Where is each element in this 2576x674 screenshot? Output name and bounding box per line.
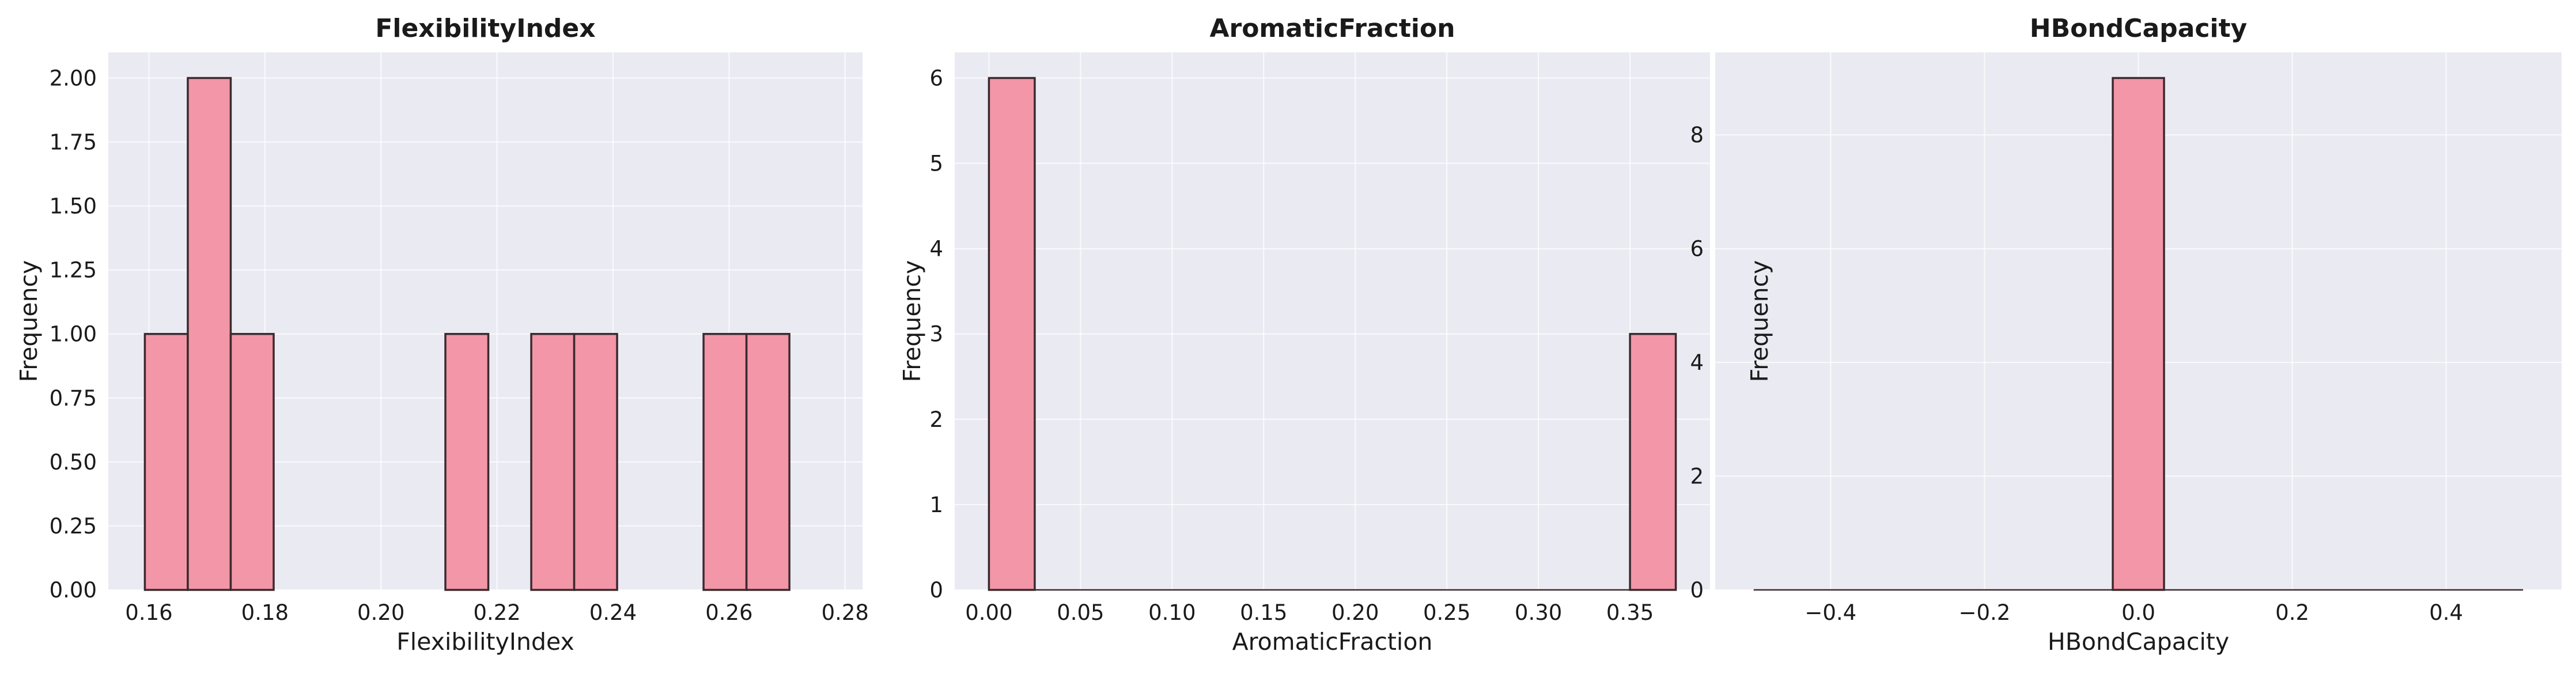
x-tick-label: 0.16	[125, 600, 172, 625]
y-tick-label: 1.50	[50, 194, 97, 219]
x-tick-label: 0.2	[2275, 600, 2309, 625]
x-tick-label: 0.20	[1331, 600, 1379, 625]
panel-hbond-capacity: −0.4 −0.2 0.0 0.2 0.4 0 2 4 6 8 HBondCapacity HBo…	[1690, 14, 2562, 656]
y-tick-label: 1.75	[50, 130, 97, 155]
y-tick-label: 0	[1690, 578, 1704, 603]
panel-flexibility-index: 0.16 0.18 0.20 0.22 0.24 0.26 0.28 0.00 0.25 0.50…	[15, 14, 869, 656]
y-tick-label: 1.25	[50, 258, 97, 283]
x-tick-label: 0.28	[822, 600, 869, 625]
y-tick-label: 0.00	[50, 578, 97, 603]
y-tick-label: 1.00	[50, 322, 97, 347]
histogram-bar	[2112, 77, 2165, 591]
x-tick-label: 0.20	[357, 600, 404, 625]
x-tick-label: 0.30	[1515, 600, 1562, 625]
x-tick-label: 0.0	[2121, 600, 2155, 625]
x-tick-label: 0.10	[1148, 600, 1196, 625]
y-tick-label: 8	[1690, 123, 1704, 147]
x-tick-label: 0.22	[473, 600, 520, 625]
y-tick-label: 2.00	[50, 66, 97, 90]
y-tick-label: 0.25	[50, 514, 97, 539]
panel-aromatic-fraction: 0.00 0.05 0.10 0.15 0.20 0.25 0.30 0.350123456 …	[898, 14, 1710, 656]
histogram-bar	[702, 332, 748, 591]
axis-ticks: 0.16 0.18 0.20 0.22 0.24 0.26 0.28 0.00 0.25 0.50…	[50, 66, 869, 625]
y-tick-label: 0.50	[50, 450, 97, 475]
y-tick-label: 2	[1690, 464, 1704, 489]
histogram-bar	[745, 332, 790, 591]
histogram-bars	[1753, 77, 2524, 591]
y-tick-label: 6	[929, 66, 943, 90]
x-tick-label: 0.35	[1606, 600, 1654, 625]
x-tick-label: 0.25	[1423, 600, 1470, 625]
histogram-bar	[573, 332, 618, 591]
y-tick-label: 6	[1690, 237, 1704, 262]
chart-title: FlexibilityIndex	[375, 14, 595, 43]
x-tick-label: 0.26	[705, 600, 752, 625]
x-tick-label: 0.05	[1057, 600, 1104, 625]
y-tick-label: 5	[929, 152, 943, 176]
y-tick-label: 4	[929, 237, 943, 262]
histogram-bars	[143, 77, 790, 591]
histogram-bar	[229, 332, 275, 591]
y-tick-label: 1	[929, 493, 943, 517]
x-tick-label: −0.4	[1805, 600, 1856, 625]
chart-title: HBondCapacity	[2030, 14, 2247, 43]
histogram-bar	[1629, 332, 1677, 591]
x-tick-label: 0.15	[1240, 600, 1287, 625]
y-tick-label: 4	[1690, 350, 1704, 375]
x-tick-label: 0.4	[2429, 600, 2463, 625]
x-tick-label: 0.00	[965, 600, 1012, 625]
x-axis-label: FlexibilityIndex	[396, 628, 574, 656]
y-tick-label: 3	[929, 322, 943, 347]
x-axis-label: AromaticFraction	[1232, 628, 1433, 656]
y-tick-label: 0	[929, 578, 943, 603]
y-axis-label: Frequency	[898, 260, 926, 383]
x-axis-label: HBondCapacity	[2048, 628, 2229, 656]
x-tick-label: 0.24	[589, 600, 637, 625]
histogram-bars	[988, 77, 1677, 591]
axis-ticks: −0.4 −0.2 0.0 0.2 0.4 0 2 4 6 8	[1690, 123, 2463, 625]
chart-title: AromaticFraction	[1209, 14, 1455, 43]
y-axis-label: Frequency	[1746, 260, 1773, 383]
y-tick-label: 0.75	[50, 386, 97, 411]
x-tick-label: −0.2	[1958, 600, 2010, 625]
plot-area	[955, 52, 1710, 590]
axis-ticks: 0.00 0.05 0.10 0.15 0.20 0.25 0.30 0.35 0 1 2 3 4 5 6	[929, 66, 1654, 625]
histogram-bar	[444, 332, 490, 591]
x-tick-label: 0.18	[241, 600, 289, 625]
y-axis-label: Frequency	[15, 260, 43, 383]
histogram-bar	[988, 77, 1036, 591]
histogram-bar	[530, 332, 576, 591]
y-tick-label: 2	[929, 407, 943, 432]
histogram-bar	[143, 332, 189, 591]
histogram-bar	[187, 77, 232, 591]
